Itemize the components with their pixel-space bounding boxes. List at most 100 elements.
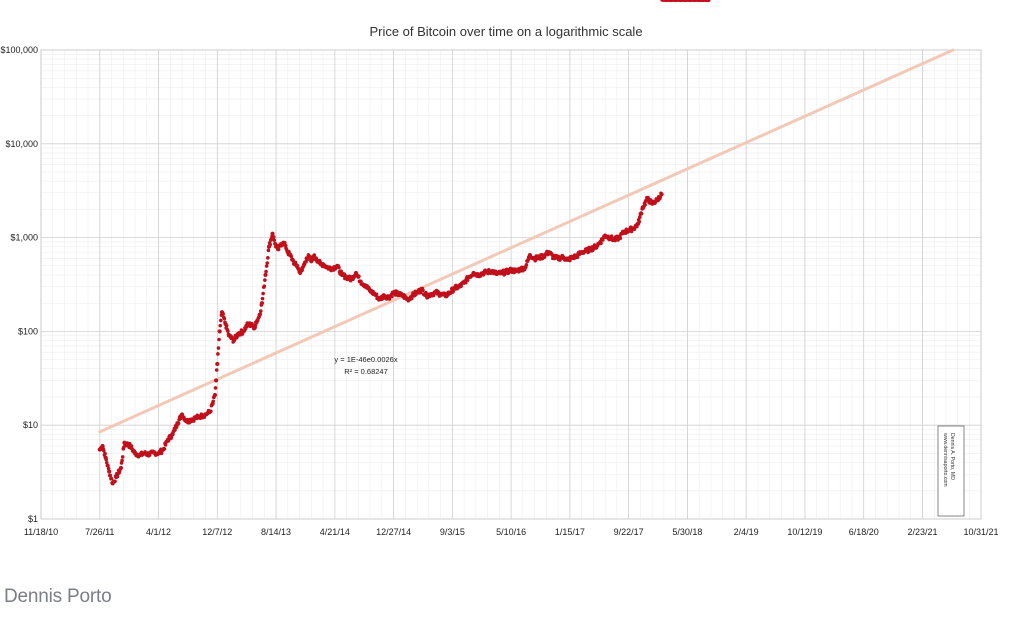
data-point xyxy=(214,378,219,383)
data-point xyxy=(120,455,125,459)
data-point xyxy=(357,274,361,279)
x-tick-label: 6/18/20 xyxy=(849,527,879,537)
data-point xyxy=(638,215,642,219)
data-point xyxy=(609,234,614,239)
price-series xyxy=(97,0,711,486)
y-tick-label: $100 xyxy=(18,326,38,336)
data-point xyxy=(226,329,230,333)
data-point xyxy=(272,238,277,243)
data-point xyxy=(107,469,112,474)
data-point xyxy=(637,219,642,224)
data-point xyxy=(459,284,463,288)
y-tick-label: $10,000 xyxy=(5,139,38,149)
x-tick-label: 11/18/10 xyxy=(24,527,58,537)
data-point xyxy=(276,247,281,252)
data-point xyxy=(431,293,436,298)
data-point xyxy=(263,272,268,278)
data-point xyxy=(424,290,428,295)
data-point xyxy=(418,290,423,295)
data-point xyxy=(211,399,215,404)
data-point xyxy=(312,253,317,257)
trendline-equation: y = 1E-46e0.0026x xyxy=(334,355,397,364)
data-point xyxy=(260,296,265,301)
y-tick-label: $10 xyxy=(23,420,38,430)
data-point xyxy=(258,309,263,313)
data-point xyxy=(643,203,647,207)
data-point xyxy=(103,451,107,456)
data-point xyxy=(264,264,269,268)
data-point xyxy=(174,424,179,429)
data-point xyxy=(270,231,275,236)
data-point xyxy=(387,297,392,301)
data-point xyxy=(263,278,267,282)
x-tick-label: 4/21/14 xyxy=(320,527,350,537)
data-point xyxy=(268,242,272,247)
data-point xyxy=(264,269,268,274)
data-point xyxy=(102,448,106,453)
data-point xyxy=(421,288,425,293)
data-point xyxy=(104,457,109,462)
x-tick-label: 12/27/14 xyxy=(376,527,411,537)
data-point xyxy=(258,312,262,316)
data-point xyxy=(113,479,117,484)
x-tick-label: 10/12/19 xyxy=(787,527,822,537)
plot-area-border xyxy=(40,49,982,520)
data-point xyxy=(706,0,711,3)
data-point xyxy=(266,248,271,253)
data-point xyxy=(289,254,294,259)
data-point xyxy=(618,236,623,241)
data-point xyxy=(659,192,664,197)
data-point xyxy=(262,284,267,288)
x-tick-label: 9/22/17 xyxy=(614,527,644,537)
x-tick-label: 2/23/21 xyxy=(907,527,937,537)
data-point xyxy=(166,439,171,443)
x-tick-label: 5/30/18 xyxy=(672,527,702,537)
data-point xyxy=(524,262,529,267)
data-point xyxy=(646,195,650,200)
chart-title: Price of Bitcoin over time on a logarith… xyxy=(369,24,642,39)
data-point xyxy=(216,352,220,356)
x-tick-label: 4/1/12 xyxy=(146,527,171,537)
x-axis-labels: 11/18/10 7/26/11 4/1/12 12/7/12 8/14/13 4/21/… xyxy=(24,527,999,537)
data-point xyxy=(176,421,181,426)
x-tick-label: 2/4/19 xyxy=(734,527,759,537)
y-tick-label: $100,000 xyxy=(0,45,38,55)
data-point xyxy=(105,460,109,465)
data-point xyxy=(209,409,213,414)
x-tick-label: 8/14/13 xyxy=(261,527,291,537)
data-point xyxy=(109,476,114,481)
data-point xyxy=(217,337,221,342)
x-tick-label: 5/10/16 xyxy=(496,527,526,537)
data-point xyxy=(271,235,276,239)
data-point xyxy=(599,241,603,246)
data-point xyxy=(163,443,168,447)
data-point xyxy=(218,323,223,328)
data-point xyxy=(639,211,644,216)
y-tick-label: $1 xyxy=(28,514,38,524)
y-axis-labels: $1 $10 $100 $1,000 $10,000 $100,000 xyxy=(0,45,38,524)
data-point xyxy=(261,291,265,296)
watermark-name: Dennis A. Porto, MD xyxy=(949,433,955,480)
x-tick-label: 10/31/21 xyxy=(963,527,998,537)
trendline-r-squared: R² = 0.68247 xyxy=(344,367,388,376)
trendline xyxy=(98,48,955,434)
data-point xyxy=(265,261,270,265)
y-tick-label: $1,000 xyxy=(10,233,38,243)
data-point xyxy=(219,318,223,323)
watermark-url: www.dennisaporto.com xyxy=(942,433,948,487)
data-point xyxy=(575,255,580,260)
data-point xyxy=(120,458,124,463)
author-byline: Dennis Porto xyxy=(4,586,112,607)
data-point xyxy=(217,329,222,334)
data-point xyxy=(214,368,219,372)
data-point xyxy=(212,392,218,398)
data-point xyxy=(390,294,394,299)
data-point xyxy=(213,386,218,390)
data-point xyxy=(106,466,111,471)
x-tick-label: 7/26/11 xyxy=(85,527,114,537)
data-point xyxy=(122,445,126,450)
data-point xyxy=(374,292,379,297)
x-tick-label: 9/3/15 xyxy=(440,527,465,537)
data-point xyxy=(222,316,227,321)
x-tick-label: 12/7/12 xyxy=(202,527,232,537)
